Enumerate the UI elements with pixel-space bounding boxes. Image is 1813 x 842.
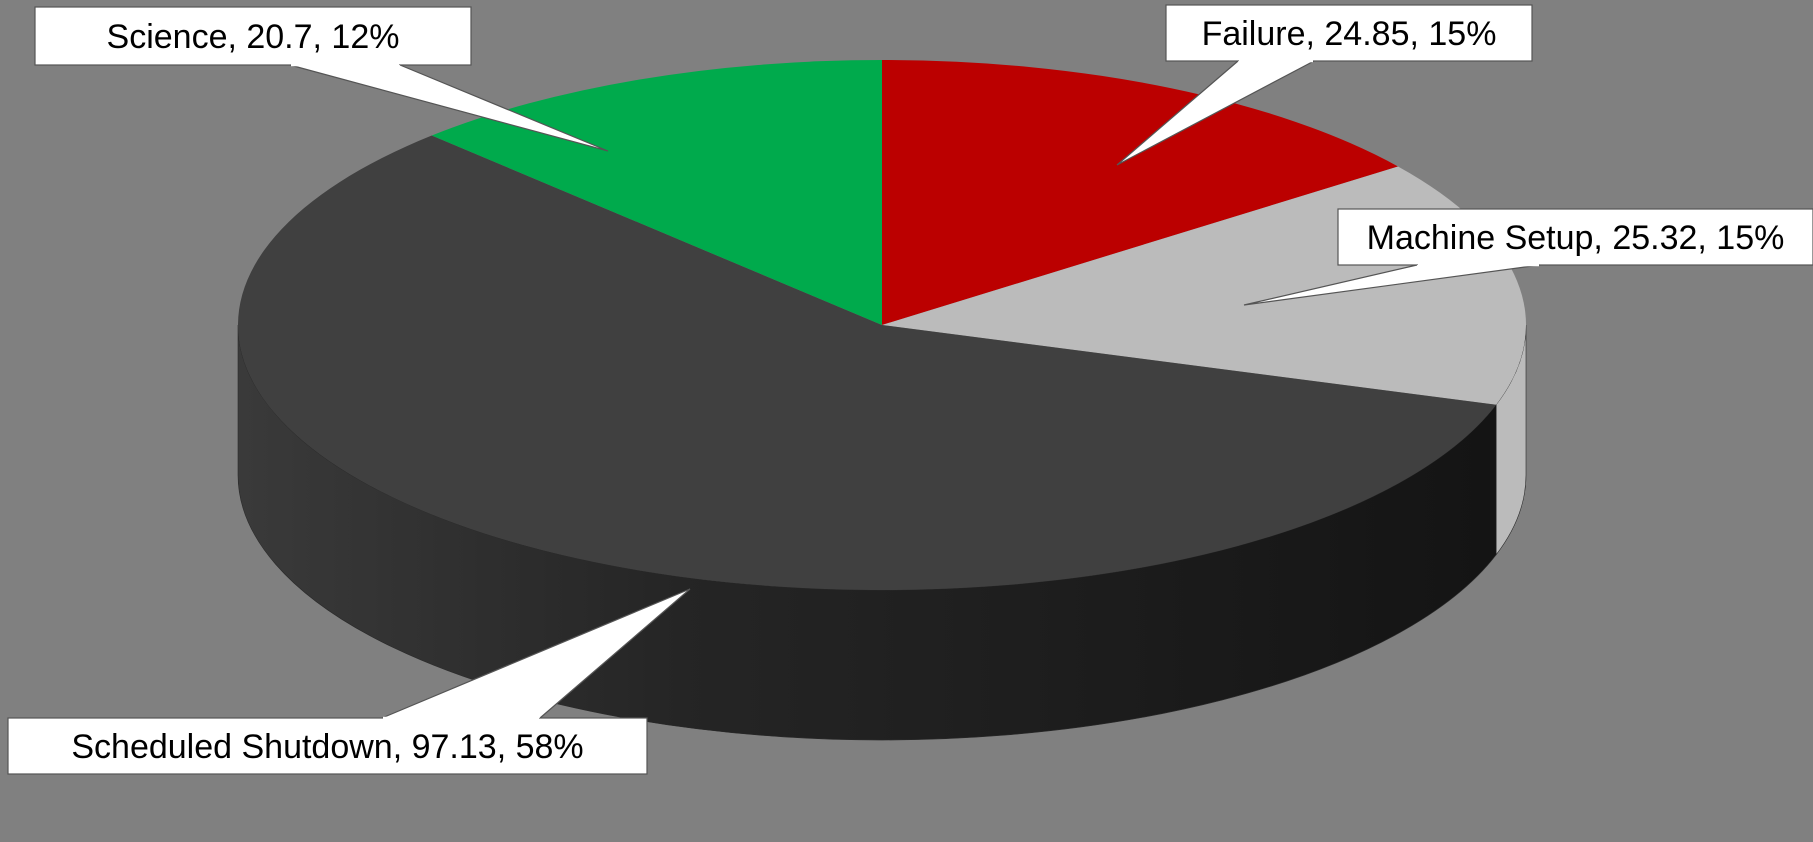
callout-science: Science, 20.7, 12% xyxy=(34,6,609,152)
callout-text: Scheduled Shutdown, 97.13, 58% xyxy=(71,728,583,766)
callout-pointer xyxy=(381,588,691,719)
callout-pointer xyxy=(1243,264,1541,306)
callout-failure: Failure, 24.85, 15% xyxy=(1116,4,1533,166)
pie-labels: Failure, 24.85, 15% Machine Setup, 25.32,… xyxy=(7,4,1813,775)
pie-slice-failure xyxy=(882,60,1399,325)
callout-box xyxy=(34,6,472,66)
pie-slice-scheduled-shutdown xyxy=(238,135,1497,590)
callout-text: Science, 20.7, 12% xyxy=(107,18,400,56)
callout-machine-setup: Machine Setup, 25.32, 15% xyxy=(1243,208,1813,306)
callout-box xyxy=(1165,4,1533,62)
callout-text: Machine Setup, 25.32, 15% xyxy=(1367,219,1785,257)
callout-pointer xyxy=(289,64,609,152)
callout-text: Failure, 24.85, 15% xyxy=(1202,15,1497,53)
callout-box xyxy=(1337,208,1813,266)
callout-pointer xyxy=(1116,60,1315,166)
pie-side-scheduled-shutdown xyxy=(237,324,1497,741)
pie-side xyxy=(237,324,1527,741)
callout-box xyxy=(7,717,648,775)
callout-scheduled-shutdown: Scheduled Shutdown, 97.13, 58% xyxy=(7,588,691,775)
pie-top xyxy=(238,60,1526,590)
